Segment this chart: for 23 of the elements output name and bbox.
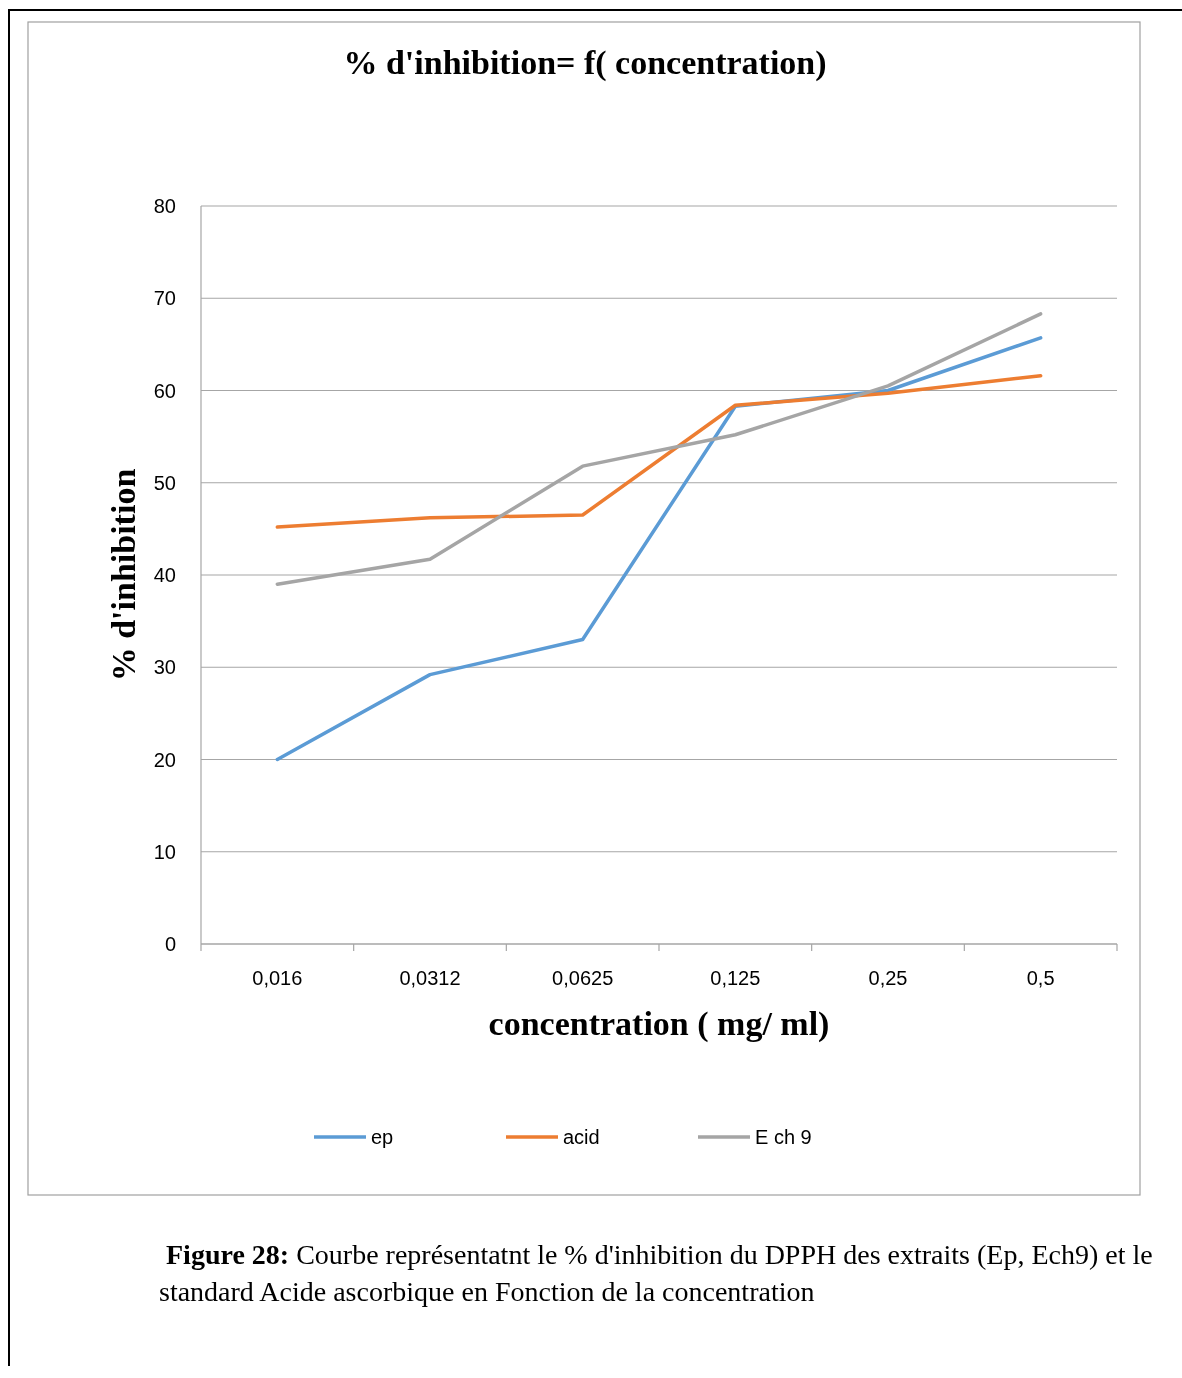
y-tick-label: 40	[153, 564, 176, 586]
y-tick-label: 0	[164, 933, 176, 955]
x-tick-label: 0,25	[868, 967, 908, 989]
y-axis-title: % d'inhibition	[105, 468, 142, 682]
y-tick-label: 20	[153, 748, 176, 771]
legend-label: ep	[371, 1126, 394, 1148]
caption: Figure 28: Courbe représentatnt le % d'inhibition du DPPH des extraits (Ep, Ech9) et le standard Acide ascorbique en Fonction de la concentration	[159, 1239, 1153, 1307]
x-tick-label: 0,5	[1026, 967, 1055, 989]
y-tick-label: 30	[153, 656, 176, 679]
x-tick-label: 0,0312	[399, 967, 461, 989]
y-tick-label: 70	[153, 287, 176, 310]
line-series	[275, 373, 1043, 529]
x-tick-label: 0,125	[710, 967, 761, 989]
y-tick-label: 80	[153, 195, 176, 217]
x-axis-title: concentration ( mg/ ml)	[488, 1005, 830, 1043]
x-tick-label: 0,016	[252, 967, 303, 989]
chart-title: % d'inhibition= f( concentration)	[343, 44, 827, 82]
x-tick-label: 0,0625	[552, 967, 614, 989]
legend-label: acid	[563, 1126, 600, 1148]
y-tick-label: 10	[153, 840, 176, 863]
legend-label: E ch 9	[755, 1126, 812, 1148]
y-tick-label: 60	[153, 379, 176, 402]
y-tick-label: 50	[153, 471, 176, 494]
